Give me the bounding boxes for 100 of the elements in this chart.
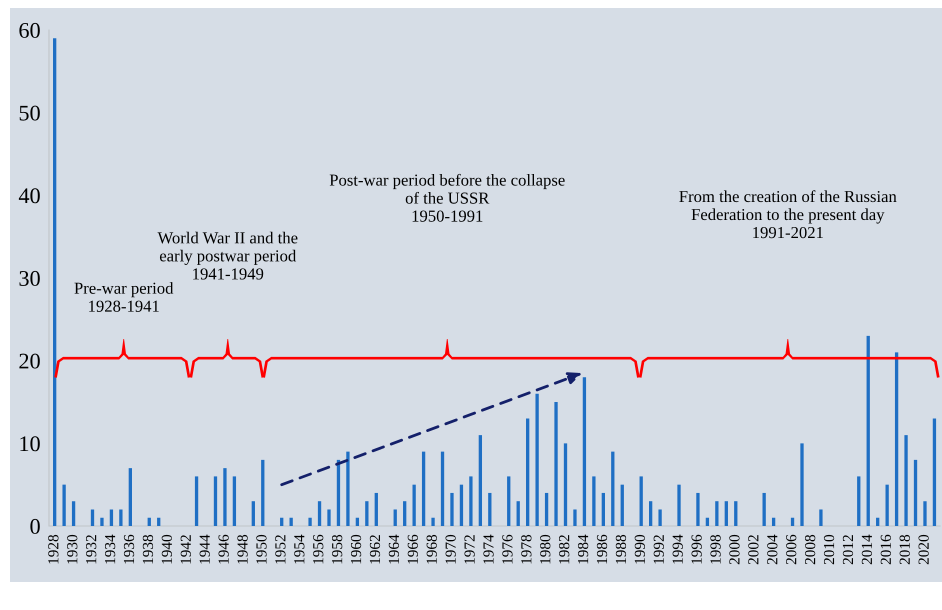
bar bbox=[394, 509, 397, 526]
bar bbox=[923, 501, 927, 526]
bar bbox=[715, 501, 719, 526]
bar bbox=[857, 476, 860, 526]
x-tick-label: 2008 bbox=[804, 534, 816, 564]
bar bbox=[469, 476, 473, 526]
bar bbox=[62, 484, 66, 526]
bar bbox=[544, 492, 548, 526]
bar bbox=[800, 443, 804, 526]
x-tick-label: 1946 bbox=[218, 534, 229, 564]
y-tick-label: 0 bbox=[30, 518, 40, 534]
bar bbox=[602, 492, 605, 526]
x-tick-label: 1948 bbox=[237, 534, 248, 564]
bar bbox=[554, 402, 558, 526]
x-tick-label: 1932 bbox=[86, 535, 96, 564]
bar bbox=[488, 492, 492, 526]
bar bbox=[440, 452, 444, 526]
bar bbox=[110, 509, 114, 526]
x-tick-label: 1998 bbox=[710, 534, 721, 564]
x-tick-label: 1936 bbox=[124, 534, 134, 564]
bar bbox=[819, 509, 823, 526]
bar bbox=[658, 509, 662, 526]
x-tick-label: 1952 bbox=[275, 535, 286, 564]
bar bbox=[53, 38, 56, 526]
bar bbox=[157, 518, 160, 526]
x-tick-label: 1972 bbox=[464, 535, 475, 564]
bar bbox=[290, 518, 293, 526]
bar bbox=[516, 501, 520, 526]
y-tick-label: 20 bbox=[19, 354, 40, 369]
bar bbox=[526, 418, 530, 526]
bar bbox=[790, 518, 794, 526]
x-tick-label: 1938 bbox=[142, 534, 154, 564]
bar bbox=[327, 509, 331, 526]
x-tick-label: 2000 bbox=[729, 534, 740, 564]
x-tick-label: 1970 bbox=[445, 534, 456, 564]
bar bbox=[677, 484, 681, 526]
x-tick-label: 1980 bbox=[540, 534, 550, 564]
bar bbox=[194, 476, 198, 526]
bar bbox=[640, 476, 643, 526]
x-tick-label: 1984 bbox=[578, 534, 588, 564]
bar bbox=[356, 518, 360, 526]
x-tick-label: 1974 bbox=[483, 534, 494, 564]
bar bbox=[119, 509, 123, 526]
x-tick-label: 1930 bbox=[67, 534, 78, 564]
bar bbox=[724, 501, 728, 526]
bar bbox=[148, 518, 151, 526]
bar bbox=[885, 484, 889, 526]
x-tick-label: 1942 bbox=[180, 535, 191, 564]
bar bbox=[904, 435, 908, 526]
x-tick-label: 1982 bbox=[559, 535, 570, 564]
bar bbox=[128, 468, 132, 526]
y-tick-label: 50 bbox=[20, 106, 40, 121]
bar bbox=[72, 501, 76, 526]
bar bbox=[412, 484, 416, 526]
bar bbox=[706, 518, 710, 526]
bar bbox=[611, 452, 614, 526]
bar bbox=[374, 492, 378, 526]
x-tick-label: 1986 bbox=[596, 534, 608, 564]
x-tick-label: 2018 bbox=[900, 534, 910, 564]
x-tick-label: 1996 bbox=[691, 534, 702, 564]
bar bbox=[894, 352, 898, 526]
bar bbox=[507, 476, 510, 526]
bar bbox=[592, 476, 596, 526]
x-tick-label: 1990 bbox=[634, 534, 646, 564]
annotation: World War II and the early postwar period 1941-1949 bbox=[158, 232, 298, 280]
x-tick-label: 1950 bbox=[256, 534, 267, 564]
bar bbox=[535, 394, 539, 526]
annotation: Post-war period before the collapse of the USSR 1950-1991 bbox=[330, 174, 565, 222]
bar bbox=[431, 518, 435, 526]
y-tick-label: 60 bbox=[19, 22, 40, 38]
bar bbox=[252, 501, 255, 526]
bar bbox=[460, 484, 464, 526]
x-tick-label: 1940 bbox=[162, 534, 172, 564]
x-tick-label: 1968 bbox=[426, 534, 437, 564]
x-tick-label: 2014 bbox=[862, 534, 872, 564]
x-tick-label: 2002 bbox=[748, 535, 759, 564]
x-tick-label: 1978 bbox=[521, 534, 532, 564]
bar bbox=[772, 518, 776, 526]
bar bbox=[280, 518, 284, 526]
bar bbox=[696, 492, 700, 526]
x-tick-label: 2020 bbox=[918, 534, 929, 564]
bar bbox=[450, 492, 454, 526]
bar bbox=[876, 518, 880, 526]
x-tick-label: 1994 bbox=[672, 534, 683, 564]
x-tick-label: 1928 bbox=[48, 534, 58, 564]
bar bbox=[223, 468, 227, 526]
x-tick-label: 1992 bbox=[654, 535, 664, 564]
x-tick-label: 1966 bbox=[408, 534, 418, 564]
x-tick-label: 2012 bbox=[842, 535, 854, 564]
bar bbox=[914, 460, 918, 526]
bar bbox=[762, 492, 766, 526]
bar bbox=[318, 501, 322, 526]
bar bbox=[403, 501, 406, 526]
x-tick-label: 1988 bbox=[616, 534, 626, 564]
x-tick-label: 1964 bbox=[388, 534, 400, 564]
bar bbox=[734, 501, 738, 526]
x-tick-label: 2004 bbox=[767, 534, 778, 564]
bar bbox=[90, 509, 94, 526]
bar bbox=[932, 418, 936, 526]
bar bbox=[564, 443, 568, 526]
